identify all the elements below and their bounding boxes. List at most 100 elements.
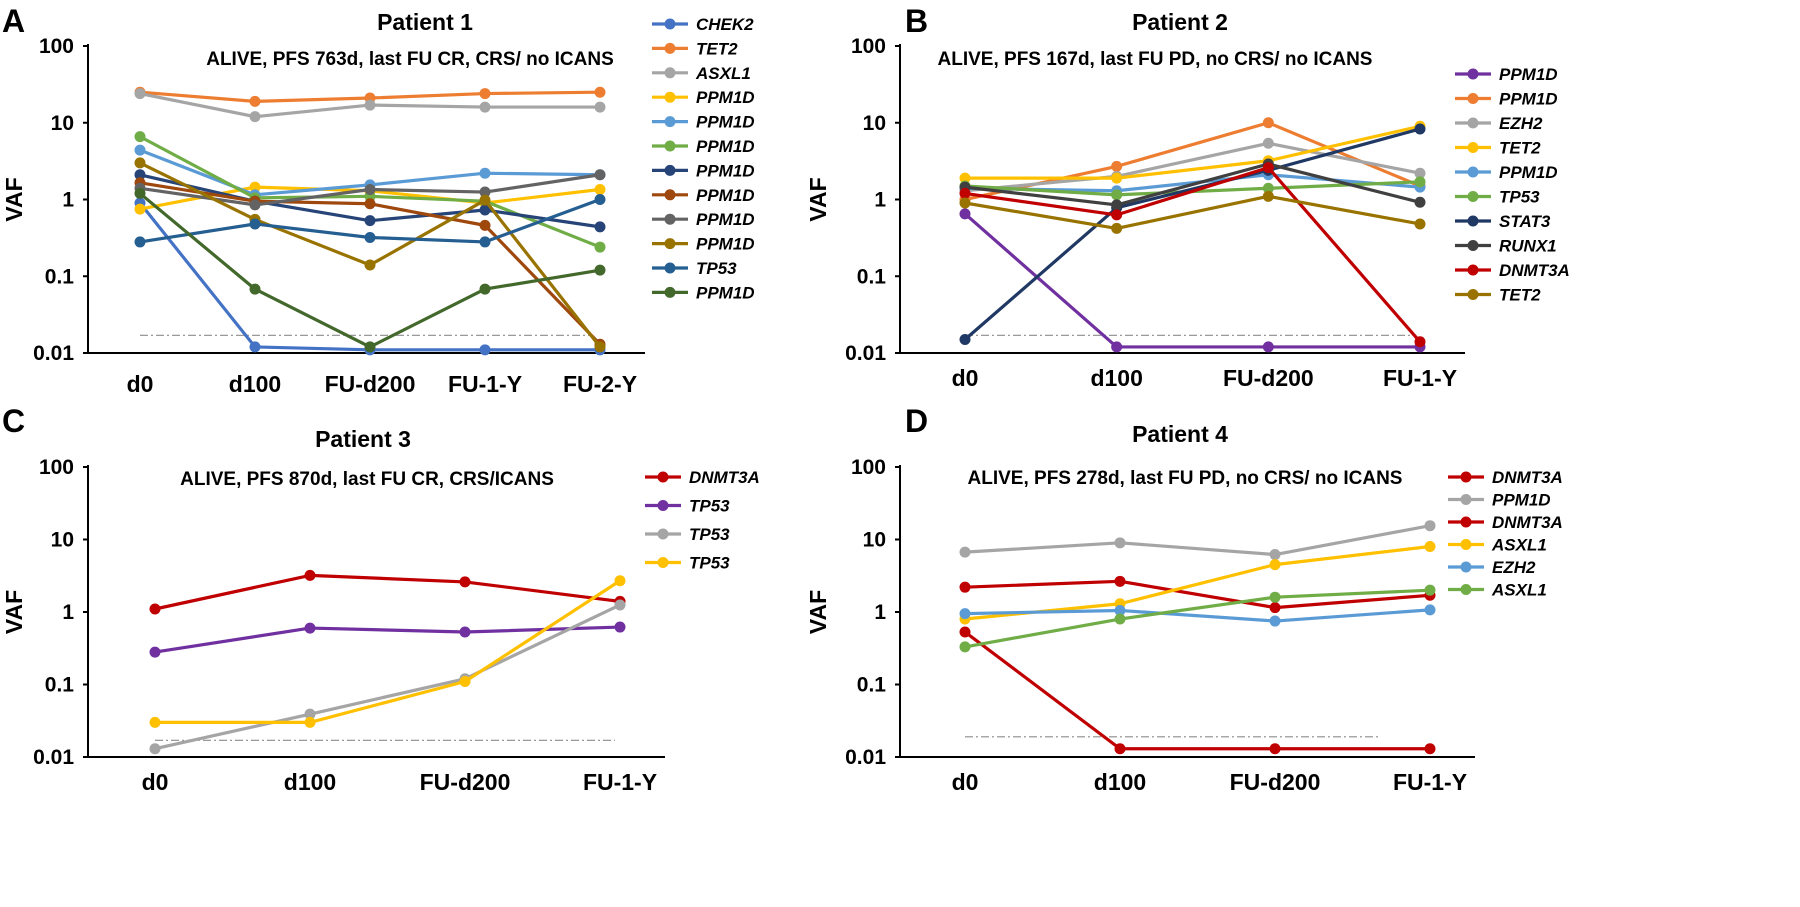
y-tick-label: 1 bbox=[874, 601, 886, 624]
series-tp53 bbox=[149, 599, 626, 755]
data-point bbox=[134, 88, 146, 100]
data-point bbox=[479, 236, 491, 248]
data-point bbox=[1424, 604, 1436, 616]
data-point bbox=[1414, 123, 1426, 135]
y-axis-label: VAF bbox=[1, 590, 27, 634]
data-point bbox=[1269, 549, 1281, 561]
data-point bbox=[249, 199, 261, 211]
series-runx1 bbox=[959, 158, 1426, 211]
y-tick-label: 10 bbox=[863, 529, 886, 552]
data-point bbox=[364, 259, 376, 271]
y-tick-label: 100 bbox=[851, 456, 886, 479]
series-dnmt3a bbox=[959, 162, 1426, 348]
legend-label: ASXL1 bbox=[695, 64, 751, 83]
legend-swatch-marker bbox=[664, 164, 676, 176]
data-point bbox=[1262, 162, 1274, 174]
data-point bbox=[1111, 189, 1123, 201]
x-tick-label: d0 bbox=[142, 769, 169, 795]
data-point bbox=[959, 208, 971, 220]
legend-label: PPM1D bbox=[696, 283, 755, 302]
legend-entry: TET2 bbox=[652, 39, 738, 58]
data-point bbox=[1269, 602, 1281, 614]
y-tick-label: 100 bbox=[39, 456, 74, 479]
data-point bbox=[364, 215, 376, 227]
data-point bbox=[134, 144, 146, 156]
legend-entry: PPM1D bbox=[652, 137, 755, 156]
data-point bbox=[959, 187, 971, 199]
legend-label: PPM1D bbox=[696, 235, 755, 254]
data-point bbox=[134, 131, 146, 143]
data-point bbox=[1262, 117, 1274, 129]
legend-entry: PPM1D bbox=[652, 161, 755, 180]
data-point bbox=[1114, 604, 1126, 616]
data-point bbox=[479, 204, 491, 216]
data-point bbox=[1114, 613, 1126, 625]
x-tick-label: FU-d200 bbox=[325, 371, 416, 397]
series-line bbox=[155, 579, 621, 725]
legend-entry: TP53 bbox=[645, 554, 730, 573]
data-point bbox=[479, 186, 491, 198]
x-tick-label: d100 bbox=[229, 371, 281, 397]
y-axis-label: VAF bbox=[805, 177, 831, 221]
legend-label: EZH2 bbox=[1499, 114, 1543, 133]
data-point bbox=[134, 187, 146, 199]
legend-swatch-marker bbox=[1460, 471, 1472, 483]
data-point bbox=[1269, 743, 1281, 755]
legend-label: DNMT3A bbox=[1492, 513, 1563, 532]
x-tick-label: d0 bbox=[952, 365, 979, 391]
y-tick-label: 1 bbox=[62, 601, 74, 624]
legend-label: TP53 bbox=[1499, 188, 1540, 207]
legend-swatch-marker bbox=[664, 213, 676, 225]
legend-label: PPM1D bbox=[696, 210, 755, 229]
data-point bbox=[249, 181, 261, 193]
data-point bbox=[1111, 222, 1123, 234]
series-asxl1 bbox=[959, 584, 1436, 653]
series-asxl1 bbox=[134, 88, 606, 123]
data-point bbox=[149, 716, 161, 728]
x-tick-label: FU-d200 bbox=[1230, 769, 1321, 795]
legend-label: TP53 bbox=[696, 259, 737, 278]
legend-swatch-marker bbox=[664, 42, 676, 54]
legend-swatch-marker bbox=[1467, 264, 1479, 276]
data-point bbox=[594, 264, 606, 276]
legend-label: TP53 bbox=[689, 554, 730, 573]
data-point bbox=[1414, 196, 1426, 208]
data-point bbox=[459, 675, 471, 687]
data-point bbox=[459, 576, 471, 588]
series-line bbox=[964, 194, 1421, 231]
data-point bbox=[1269, 615, 1281, 627]
legend-entry: TP53 bbox=[645, 497, 730, 516]
legend-label: PPM1D bbox=[696, 186, 755, 205]
data-point bbox=[304, 569, 316, 581]
legend-label: PPM1D bbox=[1499, 90, 1558, 109]
data-point bbox=[1114, 537, 1126, 549]
data-point bbox=[1111, 199, 1123, 211]
y-tick-label: 100 bbox=[39, 35, 74, 58]
data-point bbox=[1114, 743, 1126, 755]
panel-letter: D bbox=[905, 403, 928, 439]
data-point bbox=[364, 231, 376, 243]
legend-label: PPM1D bbox=[696, 88, 755, 107]
data-point bbox=[1111, 160, 1123, 172]
legend-entry: PPM1D bbox=[1448, 491, 1551, 510]
legend-label: DNMT3A bbox=[1499, 261, 1570, 280]
legend-swatch-marker bbox=[664, 67, 676, 79]
data-point bbox=[1414, 167, 1426, 179]
series-line bbox=[965, 124, 1421, 180]
data-point bbox=[1424, 584, 1436, 596]
y-tick-label: 0.01 bbox=[845, 342, 886, 365]
legend-label: DNMT3A bbox=[1492, 468, 1563, 487]
legend-label: PPM1D bbox=[1499, 163, 1558, 182]
series-tet2 bbox=[959, 190, 1426, 234]
data-point bbox=[364, 341, 376, 353]
legend-entry: EZH2 bbox=[1448, 558, 1536, 577]
data-point bbox=[1414, 176, 1426, 188]
series-ppm1d bbox=[959, 208, 1426, 353]
x-tick-label: d100 bbox=[1094, 769, 1146, 795]
y-axis-label: VAF bbox=[1, 177, 27, 221]
x-tick-label: FU-1-Y bbox=[583, 769, 657, 795]
data-point bbox=[1262, 190, 1274, 202]
chart-title: Patient 2 bbox=[1132, 9, 1228, 35]
legend-entry: DNMT3A bbox=[645, 468, 760, 487]
